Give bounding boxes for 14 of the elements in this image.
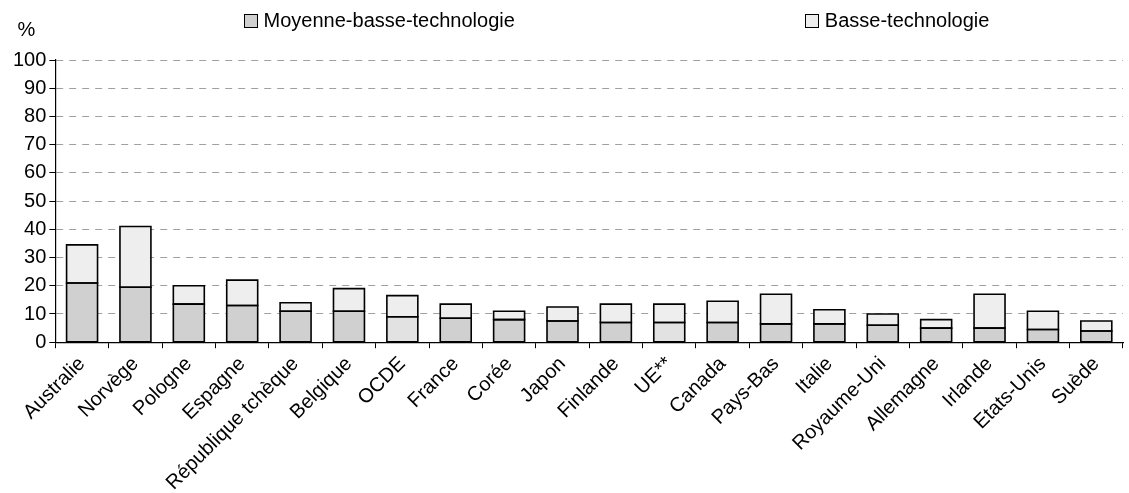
- y-tick-label: 30: [24, 245, 47, 268]
- y-tick-label: 10: [24, 301, 47, 324]
- y-tick-label: 0: [35, 329, 47, 352]
- y-tick-label: 100: [12, 47, 47, 70]
- legend-label: Moyenne-basse-technologie: [263, 9, 515, 32]
- y-tick-label: 80: [24, 103, 47, 126]
- y-tick-label: 20: [24, 273, 47, 296]
- legend-label: Basse-technologie: [824, 9, 990, 32]
- y-axis-title: %: [17, 18, 36, 40]
- y-tick-label: 40: [24, 216, 47, 239]
- y-tick-label: 60: [24, 160, 47, 183]
- y-tick-label: 90: [24, 75, 47, 98]
- y-tick-label: 70: [24, 132, 47, 155]
- y-tick-label: 50: [24, 188, 47, 211]
